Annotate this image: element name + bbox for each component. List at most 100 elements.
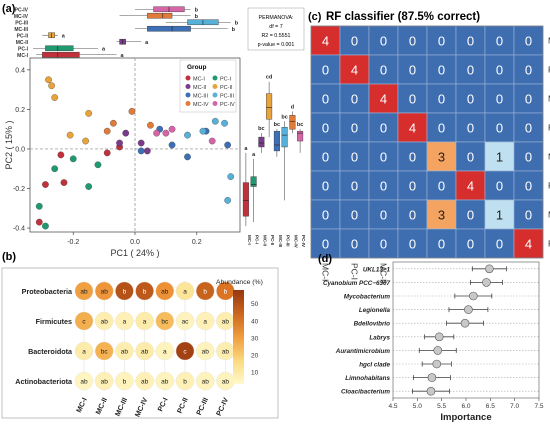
rf-cell	[513, 170, 544, 201]
rf-cell-value: 0	[496, 179, 503, 194]
importance-point	[460, 318, 470, 328]
rf-cell-value: 1	[496, 150, 503, 165]
pca-point-mc-iii	[224, 141, 231, 149]
heatmap-bubble	[115, 371, 134, 391]
pca-y-tick-label: 0.2	[15, 107, 25, 114]
rf-cell	[368, 228, 399, 259]
pca-point-mc-i	[103, 149, 111, 157]
rf-cell	[426, 54, 457, 85]
right-box-letter: bc	[297, 122, 303, 128]
rf-col-label: MC-I	[321, 263, 331, 281]
rf-cell-value: 0	[322, 63, 329, 78]
right-box-letter: bc	[258, 126, 264, 132]
legend-label-pc-ii: PC-II	[220, 85, 233, 91]
rf-cell-value: 0	[496, 63, 503, 78]
pca-point-pc-i	[85, 183, 93, 190]
rf-cell	[310, 54, 341, 85]
rf-cell	[397, 25, 428, 56]
rf-cell-value: 0	[322, 179, 329, 194]
rf-cell	[513, 228, 544, 259]
heatmap-letter: a	[183, 289, 187, 296]
heatmap-bubble	[196, 371, 215, 391]
permanova-p: p-value = 0.001	[258, 42, 295, 48]
heatmap-bubble	[155, 281, 174, 301]
importance-point	[464, 305, 473, 314]
heatmap-letter: ab	[141, 379, 149, 386]
legend-marker-mc-iii	[185, 92, 191, 98]
rf-cell	[397, 199, 428, 230]
pca-x-tick-label: 0.0	[130, 239, 140, 246]
right-box-mc-iv	[289, 115, 296, 130]
rf-cell-value: 0	[351, 150, 358, 165]
top-box-label: MC-III	[14, 27, 28, 33]
heatmap-letter: a	[82, 349, 86, 356]
rf-cell	[368, 54, 399, 85]
heatmap-letter: c	[82, 319, 86, 326]
rf-cell-value: 0	[496, 34, 503, 49]
importance-point	[432, 359, 442, 369]
heatmap-letter: a	[163, 349, 167, 356]
pca-x-tick-label: 0.2	[192, 239, 202, 246]
heatmap-letter: ac	[182, 319, 190, 326]
heatmap-letter: ab	[101, 379, 109, 386]
importance-point	[482, 278, 491, 287]
colorbar-tick-label: 50	[251, 301, 259, 308]
rf-cell	[426, 141, 457, 172]
heatmap-bubble	[196, 311, 215, 331]
rf-cell-value: 0	[380, 150, 387, 165]
heatmap-letter: b	[143, 289, 147, 296]
rf-cell-value: 0	[351, 237, 358, 252]
rf-cell	[455, 170, 486, 201]
rf-cell-value: 0	[322, 208, 329, 223]
pca-y-tick-label: -0.4	[13, 226, 25, 233]
permanova-r2: R2 = 0.5551	[261, 33, 290, 39]
rf-title: RF classifier (87.5% correct)	[326, 11, 480, 23]
rf-cell-value: 0	[380, 63, 387, 78]
heatmap-bubble	[74, 341, 94, 361]
pca-point-pc-ii	[45, 76, 52, 84]
permanova-title: PERMANOVA:	[259, 15, 294, 21]
rf-cell-value: 0	[322, 237, 329, 252]
rf-cell-value: 0	[496, 92, 503, 107]
panel-a-label: (a)	[2, 3, 16, 15]
pca-y-axis-label: PC2 ( 15% )	[4, 120, 14, 169]
heatmap-letter: ab	[161, 379, 169, 386]
legend-marker-pc-iv	[212, 101, 218, 106]
heatmap-row-label: Actinobacteriota	[15, 377, 73, 386]
right-box-letter: a	[244, 146, 248, 152]
right-box-pc-ii	[266, 93, 273, 120]
heatmap-letter: ab	[80, 289, 88, 296]
heatmap-bubble	[95, 311, 114, 331]
right-box-letter: bc	[274, 122, 280, 128]
rf-cell-value: 0	[351, 208, 358, 223]
pca-point-pc-i	[69, 155, 77, 163]
rf-cell-value: 0	[322, 150, 329, 165]
rf-cell-value: 0	[351, 121, 358, 136]
pca-point-mc-i	[42, 181, 49, 188]
rf-row-label: PC-III	[548, 181, 550, 191]
heatmap-letter: bc	[161, 319, 169, 326]
rf-cell-value: 0	[409, 150, 416, 165]
top-box-label: PC-II	[17, 33, 29, 39]
rf-cell-value: 0	[380, 208, 387, 223]
rf-cell-value: 0	[380, 121, 387, 136]
heatmap-letter: a	[123, 319, 127, 326]
top-box-letter: a	[145, 40, 149, 46]
heatmap-letter: b	[224, 289, 228, 296]
pca-x-tick-label: -0.2	[67, 239, 79, 246]
rf-row-label: MC-III	[548, 152, 550, 162]
pca-y-tick-label: 0.0	[15, 146, 25, 153]
rf-cell-value: 0	[438, 237, 445, 252]
pca-point-pc-ii	[51, 94, 59, 101]
rf-cell-value: 0	[322, 121, 329, 136]
heatmap-bubble	[135, 341, 154, 361]
legend-label-mc-iv: MC-IV	[193, 102, 209, 108]
rf-cell-value: 4	[322, 34, 329, 49]
legend-label-pc-iii: PC-III	[220, 93, 235, 99]
top-box-label: MC-IV	[14, 14, 29, 20]
panel-c-label: (c)	[308, 11, 322, 23]
right-box-letter: bc	[281, 114, 287, 120]
pca-point-pc-iii	[199, 127, 207, 135]
pca-point-mc-ii	[137, 139, 145, 147]
pca-point-pc-iii	[224, 197, 231, 204]
